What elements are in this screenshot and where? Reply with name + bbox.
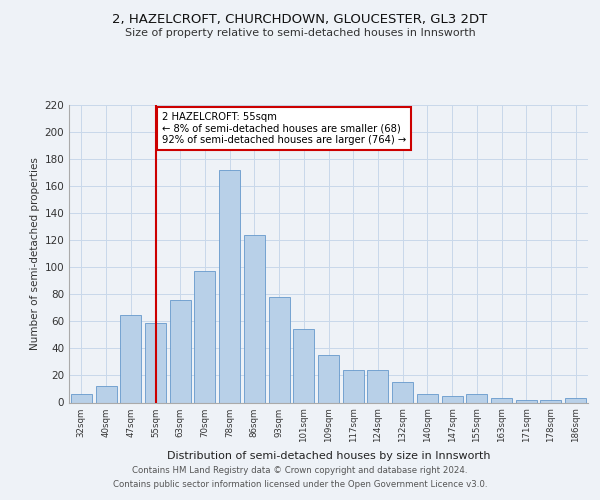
- Text: 2, HAZELCROFT, CHURCHDOWN, GLOUCESTER, GL3 2DT: 2, HAZELCROFT, CHURCHDOWN, GLOUCESTER, G…: [112, 12, 488, 26]
- Bar: [244, 235, 265, 402]
- Bar: [442, 396, 463, 402]
- Bar: [194, 272, 215, 402]
- Bar: [170, 300, 191, 403]
- Bar: [318, 355, 339, 403]
- Bar: [120, 314, 141, 402]
- Bar: [293, 330, 314, 402]
- Bar: [417, 394, 438, 402]
- Bar: [392, 382, 413, 402]
- Bar: [565, 398, 586, 402]
- Text: Contains public sector information licensed under the Open Government Licence v3: Contains public sector information licen…: [113, 480, 487, 489]
- Bar: [145, 322, 166, 402]
- Bar: [491, 398, 512, 402]
- Text: 2 HAZELCROFT: 55sqm
← 8% of semi-detached houses are smaller (68)
92% of semi-de: 2 HAZELCROFT: 55sqm ← 8% of semi-detache…: [161, 112, 406, 145]
- Bar: [71, 394, 92, 402]
- Bar: [516, 400, 537, 402]
- Bar: [541, 400, 562, 402]
- Bar: [466, 394, 487, 402]
- Bar: [343, 370, 364, 402]
- Text: Size of property relative to semi-detached houses in Innsworth: Size of property relative to semi-detach…: [125, 28, 475, 38]
- Bar: [95, 386, 116, 402]
- Bar: [219, 170, 240, 402]
- X-axis label: Distribution of semi-detached houses by size in Innsworth: Distribution of semi-detached houses by …: [167, 450, 490, 460]
- Bar: [269, 297, 290, 403]
- Y-axis label: Number of semi-detached properties: Number of semi-detached properties: [30, 158, 40, 350]
- Bar: [367, 370, 388, 402]
- Text: Contains HM Land Registry data © Crown copyright and database right 2024.: Contains HM Land Registry data © Crown c…: [132, 466, 468, 475]
